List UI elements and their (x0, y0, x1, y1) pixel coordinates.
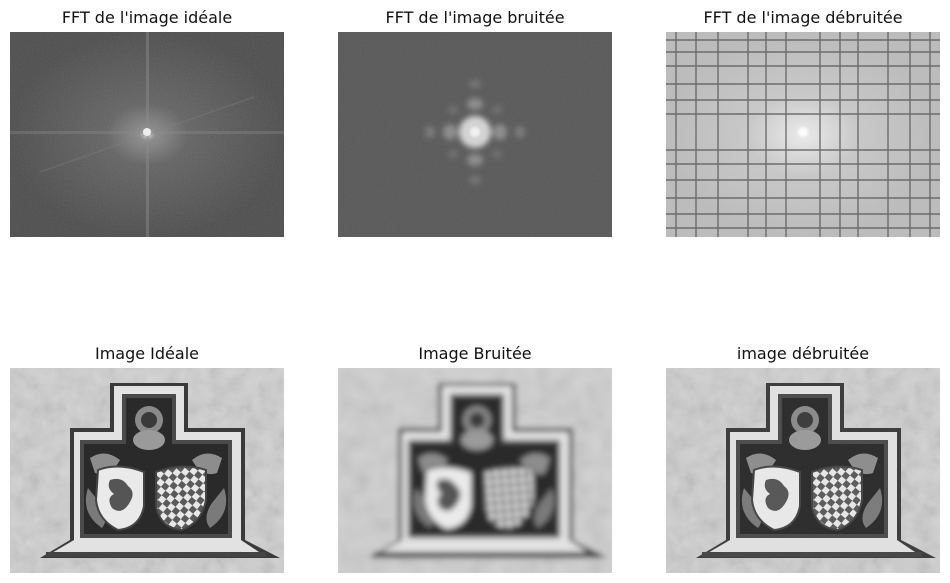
noisy-image-title: Image Bruitée (418, 344, 532, 363)
ideal-image-title: Image Idéale (94, 344, 199, 363)
fft-denoised-panel: FFT de l'image débruitée (666, 8, 940, 237)
fft-denoised-image (666, 32, 940, 237)
fft-denoised-title: FFT de l'image débruitée (703, 8, 903, 27)
fft-noisy-title: FFT de l'image bruitée (385, 8, 565, 27)
fft-ideal-panel: FFT de l'image idéale (10, 8, 284, 237)
noisy-image (338, 368, 612, 573)
fft-noisy-image (338, 32, 612, 237)
denoised-image-panel: image débruitée (666, 344, 940, 573)
noisy-image-panel: Image Bruitée (338, 344, 612, 573)
fft-ideal-image (10, 32, 284, 237)
fft-noisy-panel: FFT de l'image bruitée (338, 8, 612, 237)
fft-ideal-title: FFT de l'image idéale (61, 8, 233, 27)
denoised-image-title: image débruitée (736, 344, 870, 363)
denoised-image (666, 368, 940, 573)
ideal-image (10, 368, 284, 573)
ideal-image-panel: Image Idéale (10, 344, 284, 573)
